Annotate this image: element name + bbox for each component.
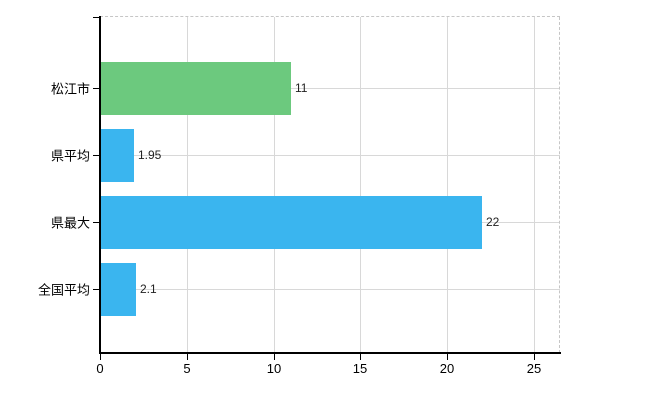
bar [100,128,134,182]
x-tick-label: 20 [439,361,455,376]
category-label: 県平均 [50,148,90,164]
y-axis-tick [93,88,99,89]
x-axis-tick [274,354,275,360]
value-label: 22 [486,215,500,229]
value-label: 11 [295,81,308,95]
plot-area: 11 1.95 22 2.1 [100,17,560,353]
x-tick-label: 5 [183,361,191,376]
x-axis-tick [360,354,361,360]
plot-right-border [559,17,560,353]
y-axis-line [99,16,101,354]
vertical-gridline [360,17,361,353]
x-axis-tick [187,354,188,360]
vertical-gridline [534,17,535,353]
category-label: 松江市 [50,81,90,97]
plot-top-border [100,16,560,17]
horizontal-gridline [100,88,560,89]
bar [100,262,136,316]
x-axis-tick [100,354,101,360]
horizontal-gridline [100,155,560,156]
x-tick-label: 15 [352,361,368,376]
horizontal-gridline [100,289,560,290]
y-axis-tick [93,289,99,290]
x-tick-label: 10 [266,361,282,376]
value-label: 1.95 [138,148,162,162]
category-label: 県最大 [50,215,90,231]
bar [100,195,482,249]
x-tick-label: 25 [526,361,542,376]
x-axis-tick [534,354,535,360]
y-axis-tick [93,222,99,223]
vertical-gridline [274,17,275,353]
y-axis-tick [93,155,99,156]
y-axis-top-tick [93,17,99,18]
bar [100,61,291,115]
vertical-gridline [187,17,188,353]
category-label: 全国平均 [37,282,90,298]
x-tick-label: 0 [96,361,104,376]
x-axis-line [99,352,561,354]
vertical-gridline [447,17,448,353]
x-axis-tick [447,354,448,360]
value-label: 2.1 [140,282,157,296]
